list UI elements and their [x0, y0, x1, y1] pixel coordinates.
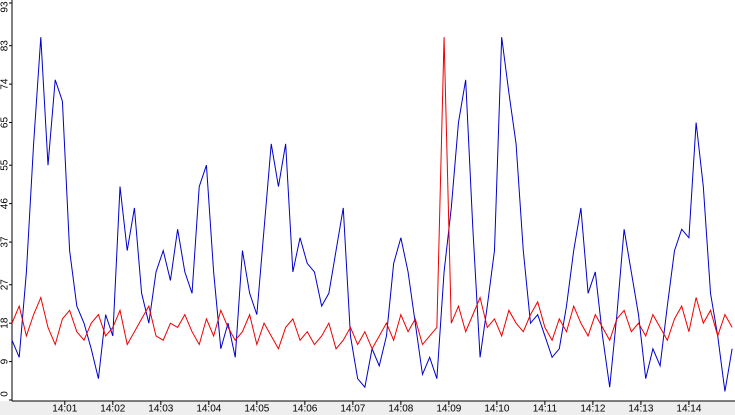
- y-tick-label: 65: [0, 117, 11, 129]
- y-tick-label: 83: [0, 40, 11, 52]
- y-tick-label: 93: [0, 1, 11, 13]
- x-tick-label: 14:10: [484, 404, 509, 415]
- x-tick-label: 14:12: [580, 404, 605, 415]
- y-tick-label: 46: [0, 198, 11, 210]
- y-tick-label: 55: [0, 159, 11, 171]
- x-tick-label: 14:01: [52, 404, 77, 415]
- x-tick-label: 14:02: [100, 404, 125, 415]
- x-tick-label: 14:13: [628, 404, 653, 415]
- x-tick-label: 14:03: [148, 404, 173, 415]
- x-tick-label: 14:07: [340, 404, 365, 415]
- y-tick-label: 37: [0, 236, 11, 248]
- series-line: [11, 37, 733, 350]
- x-tick-label: 14:11: [533, 404, 558, 415]
- x-tick-label: 14:09: [436, 404, 461, 415]
- y-tick-label: 18: [0, 317, 11, 329]
- x-tick-label: 14:06: [292, 404, 317, 415]
- x-axis-band: [0, 401, 735, 415]
- x-tick-label: 14:14: [676, 404, 701, 415]
- y-tick-label: 9: [0, 358, 11, 364]
- y-tick-label: 27: [0, 279, 11, 291]
- y-tick-label: 74: [0, 78, 11, 90]
- x-tick-label: 14:08: [388, 404, 413, 415]
- x-tick-label: 14:04: [196, 404, 221, 415]
- x-tick-label: 14:05: [244, 404, 269, 415]
- y-tick-label: 0: [0, 391, 11, 397]
